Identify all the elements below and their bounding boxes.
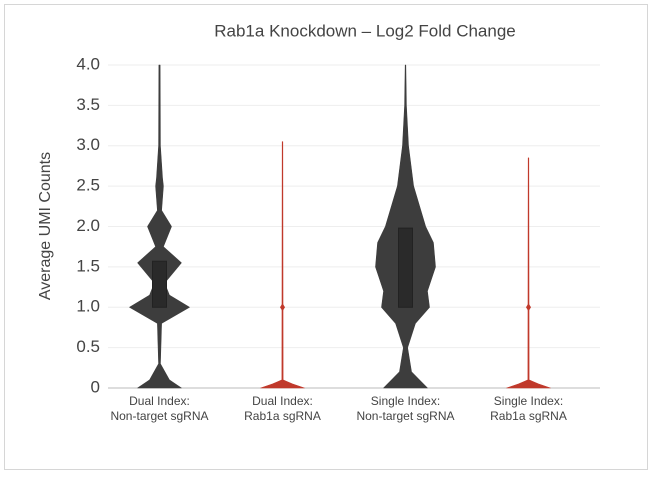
chart-title: Rab1a Knockdown – Log2 Fold Change [214,21,516,40]
mean-marker [526,303,531,312]
y-tick-label: 2.5 [76,176,100,195]
y-tick-label: 3.0 [76,135,100,154]
y-tick-label: 1.5 [76,256,100,275]
y-tick-label: 0.5 [76,337,100,356]
x-tick-line: Rab1a sgRNA [244,409,321,423]
x-tick-label: Dual Index: Rab1a sgRNA [244,394,321,423]
card [4,4,648,470]
box [152,260,167,308]
y-tick-label: 4.0 [76,54,100,73]
x-tick-label: Dual Index: Non-target sgRNA [110,394,208,423]
x-tick-line: Rab1a sgRNA [490,409,567,423]
x-tick-line: Dual Index: [252,394,313,408]
y-tick-label: 3.5 [76,95,100,114]
x-tick-line: Non-target sgRNA [110,409,208,423]
y-tick-label: 0 [91,377,100,396]
x-tick-line: Single Index: [371,394,440,408]
y-tick-label: 2.0 [76,216,100,235]
mean-marker [280,303,285,312]
x-tick-line: Dual Index: [129,394,190,408]
x-tick-label: Single Index: Rab1a sgRNA [490,394,567,423]
y-axis-label: Average UMI Counts [37,152,54,300]
x-tick-line: Single Index: [494,394,563,408]
x-tick-line: Non-target sgRNA [356,409,454,423]
x-tick-label: Single Index: Non-target sgRNA [356,394,454,423]
y-tick-label: 1.0 [76,297,100,316]
box [398,227,413,308]
